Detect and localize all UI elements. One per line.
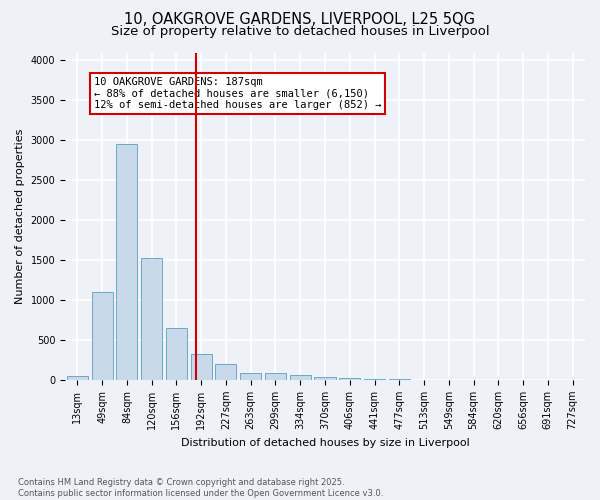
Bar	[265, 373, 286, 380]
Text: 10, OAKGROVE GARDENS, LIVERPOOL, L25 5QG: 10, OAKGROVE GARDENS, LIVERPOOL, L25 5QG	[125, 12, 476, 28]
Text: 10 OAKGROVE GARDENS: 187sqm
← 88% of detached houses are smaller (6,150)
12% of : 10 OAKGROVE GARDENS: 187sqm ← 88% of det…	[94, 77, 381, 110]
Bar	[116, 144, 137, 380]
Bar	[290, 375, 311, 380]
Bar	[92, 292, 113, 380]
Bar	[240, 373, 261, 380]
Text: Contains HM Land Registry data © Crown copyright and database right 2025.
Contai: Contains HM Land Registry data © Crown c…	[18, 478, 383, 498]
Bar	[314, 377, 335, 380]
Bar	[215, 364, 236, 380]
Text: Size of property relative to detached houses in Liverpool: Size of property relative to detached ho…	[110, 25, 490, 38]
X-axis label: Distribution of detached houses by size in Liverpool: Distribution of detached houses by size …	[181, 438, 469, 448]
Bar	[67, 376, 88, 380]
Bar	[191, 354, 212, 380]
Bar	[166, 328, 187, 380]
Bar	[364, 379, 385, 380]
Y-axis label: Number of detached properties: Number of detached properties	[15, 128, 25, 304]
Bar	[339, 378, 360, 380]
Bar	[141, 258, 162, 380]
